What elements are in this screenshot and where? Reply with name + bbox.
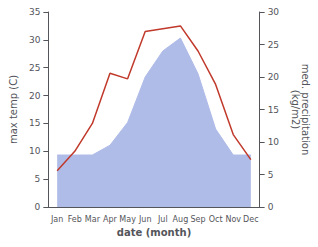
svg-text:Apr: Apr bbox=[103, 215, 118, 224]
svg-text:15: 15 bbox=[29, 118, 40, 128]
svg-text:30: 30 bbox=[268, 7, 280, 17]
svg-text:5: 5 bbox=[268, 170, 274, 180]
svg-text:25: 25 bbox=[268, 40, 279, 50]
svg-text:Sep: Sep bbox=[190, 215, 205, 224]
svg-text:Jul: Jul bbox=[157, 215, 168, 224]
svg-text:5: 5 bbox=[35, 174, 41, 184]
svg-text:25: 25 bbox=[29, 63, 40, 73]
svg-text:(kg/m2): (kg/m2) bbox=[290, 90, 301, 130]
svg-text:20: 20 bbox=[268, 72, 280, 82]
svg-text:0: 0 bbox=[268, 202, 274, 212]
svg-text:Mar: Mar bbox=[85, 215, 101, 224]
svg-text:35: 35 bbox=[29, 7, 40, 17]
svg-text:date (month): date (month) bbox=[117, 227, 191, 238]
svg-text:10: 10 bbox=[29, 146, 41, 156]
svg-text:0: 0 bbox=[35, 202, 41, 212]
svg-text:Dec: Dec bbox=[243, 215, 258, 224]
svg-text:15: 15 bbox=[268, 105, 279, 115]
svg-text:30: 30 bbox=[29, 35, 41, 45]
svg-text:May: May bbox=[119, 215, 136, 224]
svg-text:Aug: Aug bbox=[173, 215, 189, 224]
svg-text:max temp (C): max temp (C) bbox=[8, 75, 19, 144]
svg-text:Jan: Jan bbox=[50, 215, 63, 224]
svg-text:Feb: Feb bbox=[68, 215, 82, 224]
svg-text:10: 10 bbox=[268, 137, 280, 147]
svg-text:med. precipitation: med. precipitation bbox=[299, 63, 311, 156]
svg-text:Nov: Nov bbox=[225, 215, 241, 224]
svg-text:Oct: Oct bbox=[209, 215, 223, 224]
svg-text:Jun: Jun bbox=[138, 215, 152, 224]
svg-text:20: 20 bbox=[29, 91, 41, 101]
